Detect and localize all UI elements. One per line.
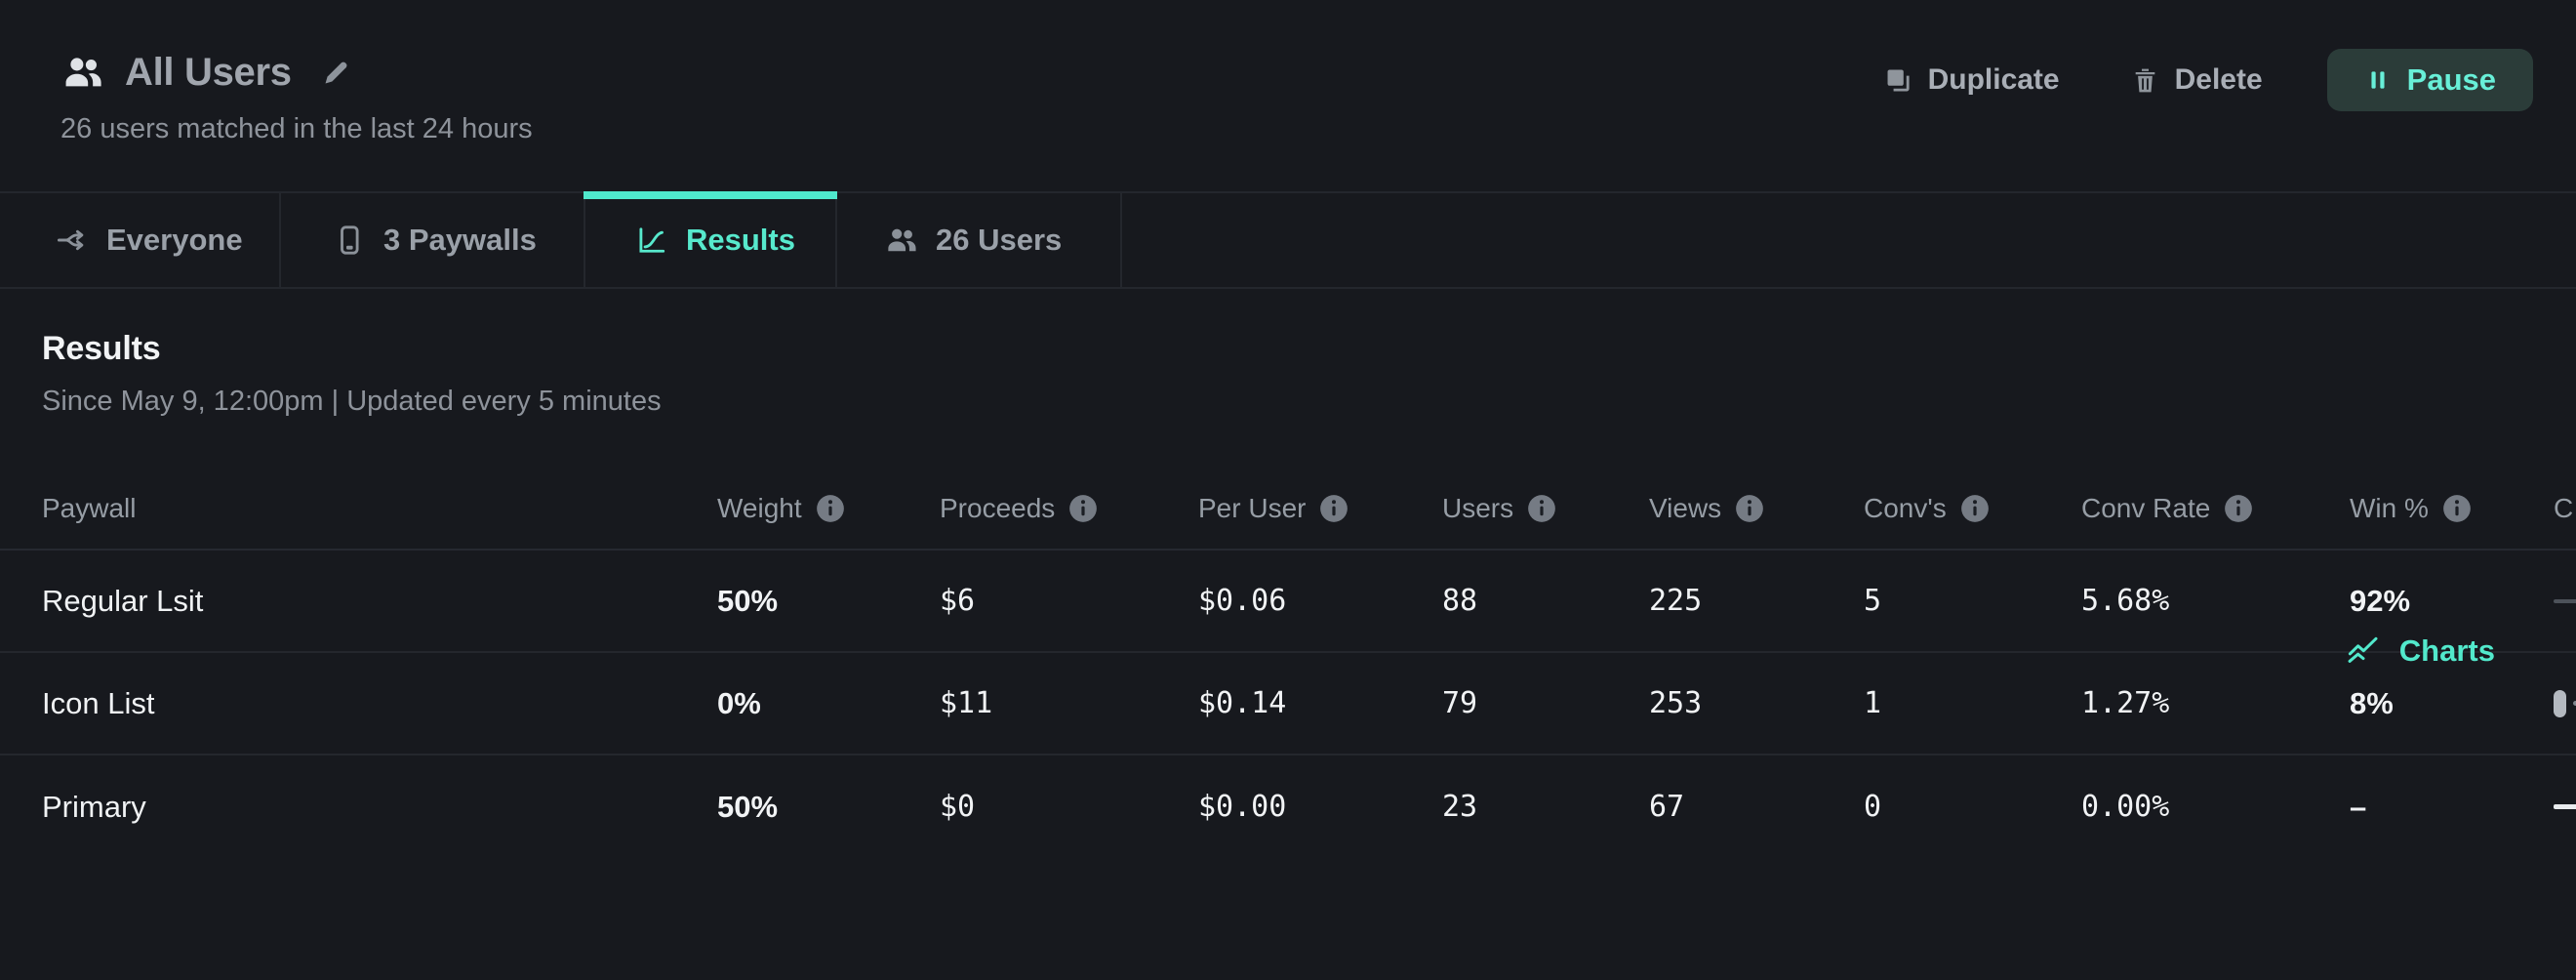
convs-cell: 0 (1864, 790, 1882, 824)
tab-bar: Everyone 3 Paywalls Results 26 Users (0, 191, 2576, 289)
info-icon[interactable] (2223, 493, 2254, 524)
delete-label: Delete (2174, 63, 2263, 96)
conv-rate-cell: 0.00% (2081, 790, 2170, 824)
column-header-per-user: Per User (1198, 469, 1442, 549)
per-user-cell: $0.14 (1198, 686, 1287, 720)
cutoff-cell (2554, 755, 2576, 858)
proceeds-cell: $0 (940, 790, 976, 824)
trash-icon (2135, 68, 2154, 92)
table-row: Icon List 0% $11 $0.14 79 253 1 1.27% 8% (0, 653, 2576, 755)
results-title: Results (42, 330, 161, 367)
win-cell: – (2350, 789, 2367, 824)
delete-button[interactable]: Delete (2130, 63, 2263, 97)
table-row: Regular Lsit 50% $6 $0.06 88 225 5 5.68%… (0, 551, 2576, 653)
win-cell: 92% (2350, 583, 2411, 618)
paywall-name-cell: Icon List (42, 685, 155, 720)
chart-curve-icon (639, 227, 665, 253)
pencil-icon (325, 61, 347, 84)
results-table: Paywall Weight Proceeds Per User Users V… (0, 469, 2576, 858)
column-header-win: Win % (2350, 469, 2554, 549)
users-cell: 23 (1442, 790, 1478, 824)
tab-label: Results (686, 223, 795, 257)
per-user-cell: $0.00 (1198, 790, 1287, 824)
pause-icon (2371, 71, 2385, 89)
views-cell: 253 (1649, 686, 1703, 720)
column-header-paywall: Paywall (42, 493, 137, 523)
duplicate-button[interactable]: Duplicate (1883, 63, 2060, 97)
edit-title-button[interactable] (321, 57, 352, 88)
trend-lines-icon (2348, 636, 2378, 663)
proceeds-cell: $6 (940, 584, 976, 618)
info-icon[interactable] (1959, 493, 1991, 524)
users-icon (888, 228, 916, 252)
proceeds-cell: $11 (940, 686, 993, 720)
weight-cell: 0% (717, 685, 761, 720)
column-header-weight: Weight (717, 469, 940, 549)
info-icon[interactable] (1067, 493, 1099, 524)
weight-cell: 50% (717, 583, 779, 618)
info-icon[interactable] (2441, 493, 2473, 524)
info-icon[interactable] (1526, 493, 1557, 524)
results-header: Results Since May 9, 12:00pm | Updated e… (0, 289, 2576, 668)
tab-label: 26 Users (936, 223, 1063, 257)
tab-paywalls[interactable]: 3 Paywalls (281, 193, 585, 287)
convs-cell: 1 (1864, 686, 1882, 720)
cutoff-badge (2554, 653, 2576, 754)
users-cell: 79 (1442, 686, 1478, 720)
split-arrows-icon (58, 229, 84, 251)
duplicate-label: Duplicate (1927, 63, 2060, 96)
column-header-convs: Conv's (1864, 469, 2081, 549)
table-row: Primary 50% $0 $0.00 23 67 0 0.00% – (0, 755, 2576, 858)
weight-cell: 50% (717, 789, 779, 824)
tab-label: 3 Paywalls (383, 223, 537, 257)
paywall-name-cell: Regular Lsit (42, 583, 204, 618)
column-header-views: Views (1649, 469, 1864, 549)
page-header: All Users 26 users matched in the last 2… (0, 0, 2576, 191)
views-cell: 225 (1649, 584, 1703, 618)
tab-results[interactable]: Results (584, 191, 837, 287)
pause-label: Pause (2406, 62, 2496, 97)
charts-button[interactable]: Charts (2343, 633, 2495, 670)
views-cell: 67 (1649, 790, 1685, 824)
header-actions: Duplicate Delete Pause (1883, 49, 2533, 111)
info-icon[interactable] (1734, 493, 1765, 524)
page-title: All Users (125, 50, 292, 94)
conv-rate-cell: 1.27% (2081, 686, 2170, 720)
win-cell: 8% (2350, 685, 2394, 720)
table-header-row: Paywall Weight Proceeds Per User Users V… (0, 469, 2576, 551)
info-icon[interactable] (1318, 493, 1349, 524)
users-icon (65, 58, 101, 87)
tab-users[interactable]: 26 Users (837, 193, 1122, 287)
per-user-cell: $0.06 (1198, 584, 1287, 618)
duplicate-icon (1887, 69, 1910, 91)
column-header-conv-rate: Conv Rate (2081, 469, 2350, 549)
conv-rate-cell: 5.68% (2081, 584, 2170, 618)
column-header-cutoff: C (2554, 493, 2574, 523)
results-subtitle: Since May 9, 12:00pm | Updated every 5 m… (42, 386, 662, 417)
phone-icon (341, 225, 359, 255)
tab-everyone[interactable]: Everyone (0, 193, 281, 287)
users-cell: 88 (1442, 584, 1478, 618)
matched-users-subtitle: 26 users matched in the last 24 hours (60, 113, 533, 144)
tab-label: Everyone (106, 223, 243, 257)
paywall-name-cell: Primary (42, 789, 146, 824)
convs-cell: 5 (1864, 584, 1882, 618)
column-header-users: Users (1442, 469, 1649, 549)
column-header-proceeds: Proceeds (940, 469, 1198, 549)
info-icon[interactable] (815, 493, 846, 524)
cutoff-cell (2554, 551, 2576, 651)
charts-label: Charts (2398, 633, 2495, 668)
pause-button[interactable]: Pause (2326, 49, 2533, 111)
